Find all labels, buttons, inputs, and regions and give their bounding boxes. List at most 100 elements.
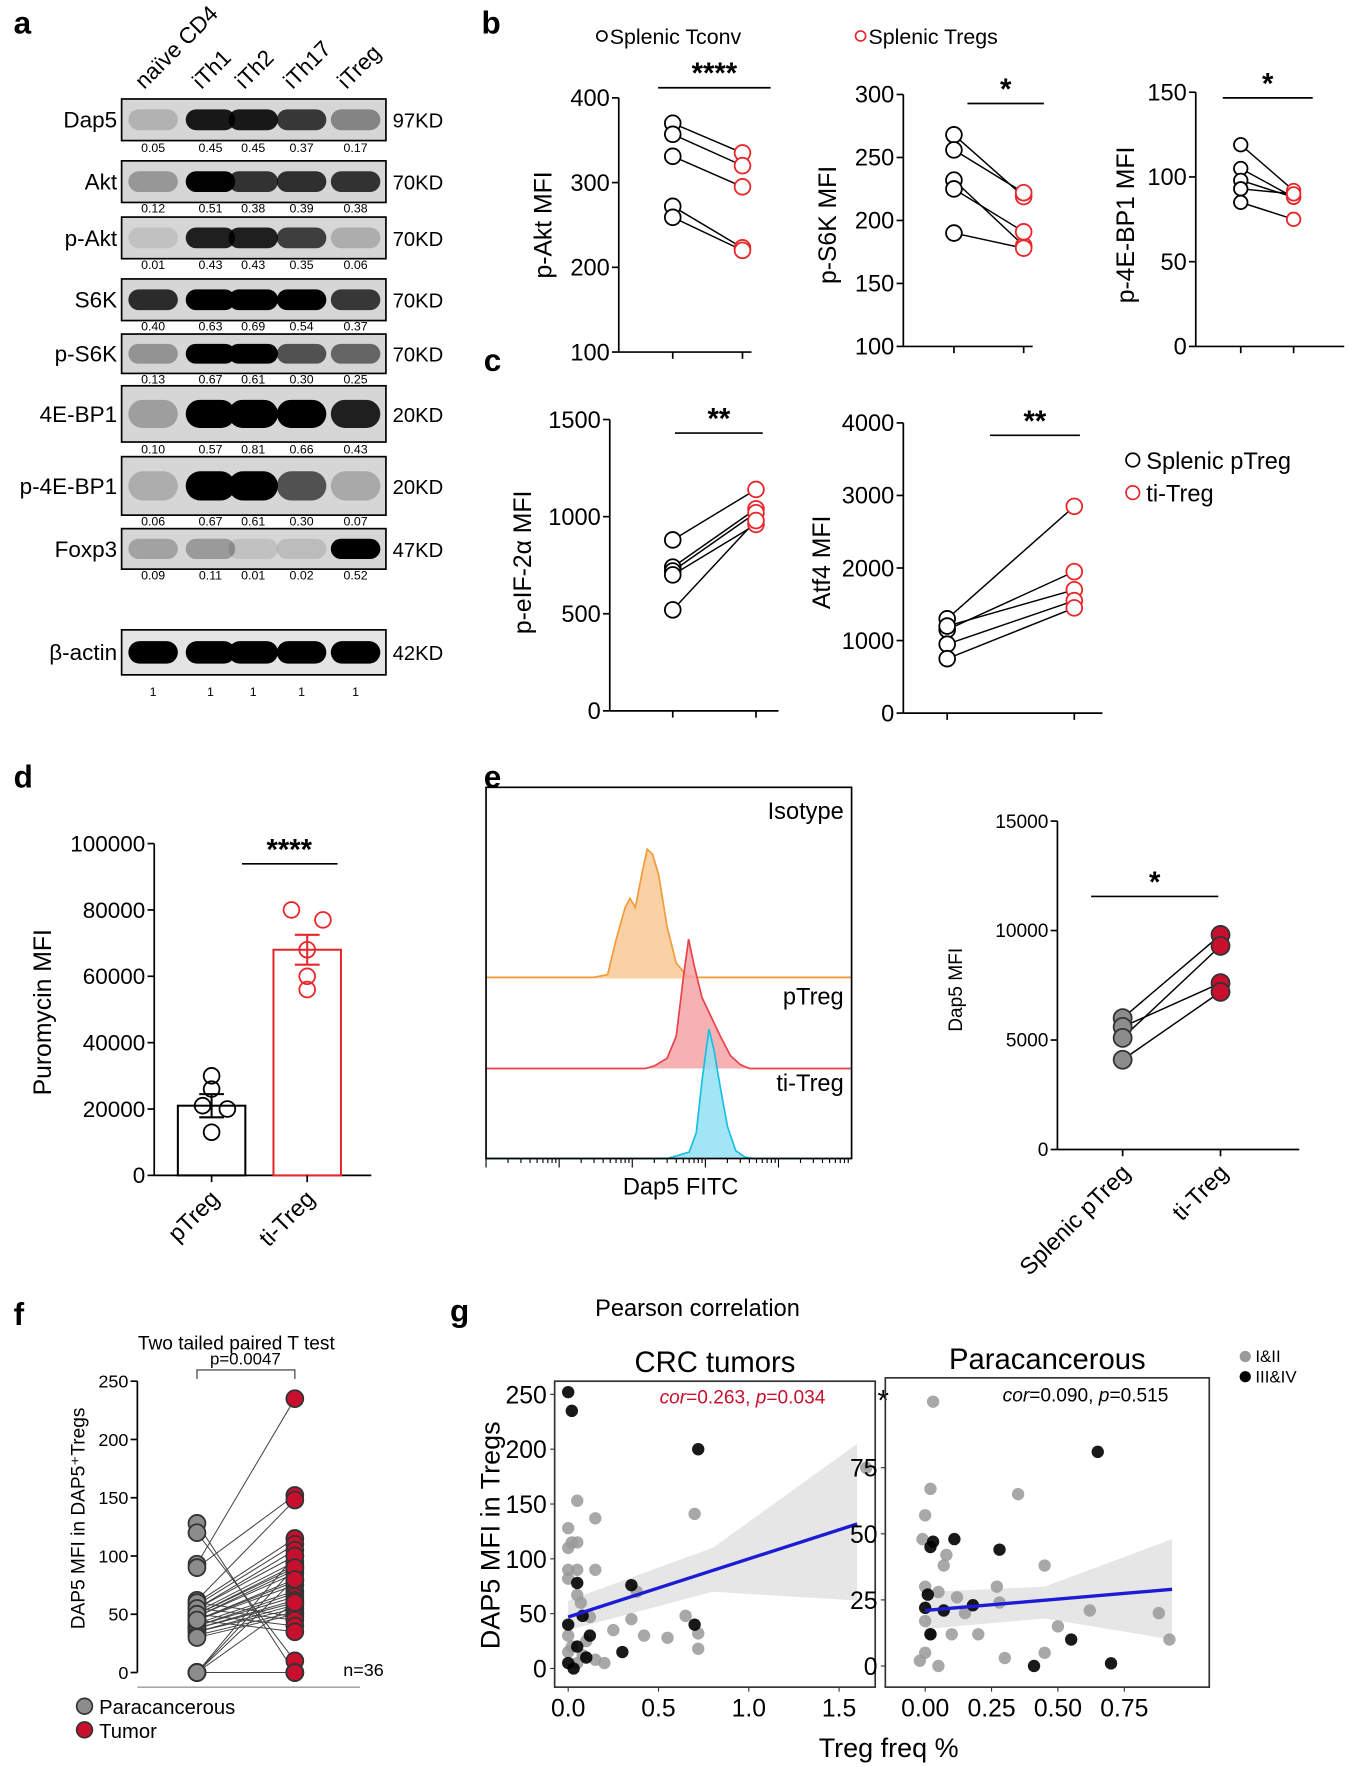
- annotation-part: p: [755, 1388, 767, 1409]
- blot-band: [228, 227, 278, 249]
- blot-row-Foxp3: 0.09 0.11 0.01 0.02 0.52 Foxp3 47KD: [55, 527, 444, 582]
- blot-band: [330, 289, 381, 311]
- point-stage-1-2: [918, 1509, 932, 1522]
- plot-frame: [553, 1380, 877, 1688]
- point-stage-1-2: [1152, 1606, 1165, 1620]
- g-title: Pearson correlation: [595, 1296, 800, 1322]
- point-stage-3-4: [918, 1601, 932, 1615]
- pair-line: [196, 1581, 296, 1621]
- legend-label: Splenic Tconv: [610, 25, 742, 49]
- point-group1: [945, 126, 963, 144]
- y-tick-label: 0: [1038, 1140, 1049, 1161]
- y-tick-label: 150: [505, 1492, 546, 1519]
- blot-band: [228, 109, 278, 131]
- legend-label: Splenic Tregs: [868, 25, 997, 49]
- blot-band: [228, 538, 278, 560]
- data-point: [298, 967, 316, 986]
- significance-stars: *: [1149, 867, 1161, 899]
- y-tick-label: 60000: [83, 964, 146, 989]
- point-stage-3-4: [948, 1532, 961, 1546]
- blot-band: [185, 227, 236, 249]
- legend-marker-stage-1-2: [1239, 1350, 1251, 1363]
- point-group2: [1014, 239, 1033, 257]
- point-group1: [187, 1610, 207, 1630]
- point-stage-1-2: [950, 1591, 964, 1604]
- point-group2: [1065, 497, 1084, 516]
- point-group1: [663, 147, 682, 166]
- point-stage-3-4: [924, 1628, 937, 1641]
- legend-marker-tconv: [595, 30, 608, 42]
- point-group1: [1233, 137, 1249, 153]
- point-group1: [938, 617, 956, 635]
- point-stage-3-4: [1104, 1657, 1118, 1670]
- histogram-line-pTreg: [486, 939, 852, 1070]
- y-tick-label: 50: [519, 1602, 547, 1629]
- molecular-weight-label: 47KD: [393, 540, 444, 562]
- pair-line: [1122, 945, 1222, 1039]
- panel-label-d: d: [14, 758, 33, 794]
- y-tick-label: 10000: [995, 921, 1048, 942]
- histogram-frame: [485, 786, 853, 1160]
- point-stage-3-4: [1027, 1659, 1041, 1673]
- blot-band: [276, 289, 327, 311]
- point-stage-3-4: [565, 1404, 578, 1417]
- point-group1: [663, 208, 682, 227]
- pair-line: [196, 1499, 296, 1601]
- band-value: 0.01: [141, 258, 165, 272]
- blot-band: [128, 641, 178, 664]
- panel-label-f: f: [14, 1296, 25, 1332]
- pair-line: [196, 1494, 296, 1569]
- significance-stars: *: [1000, 74, 1012, 106]
- point-stage-1-2: [562, 1645, 575, 1659]
- data-point: [282, 901, 301, 919]
- point-group1: [945, 180, 963, 198]
- band-value: 0.30: [290, 373, 314, 387]
- pair-line: [1122, 982, 1221, 1028]
- point-stage-1-2: [562, 1563, 575, 1576]
- y-tick-label: 80000: [83, 898, 146, 923]
- point-group2: [747, 480, 765, 499]
- pair-line: [672, 508, 757, 568]
- blot-band: [228, 471, 278, 501]
- y-tick-label: 1000: [842, 629, 895, 655]
- band-value: 0.69: [241, 320, 265, 334]
- y-axis-label: Puromycin MFI: [30, 929, 57, 1095]
- correlation-annotation: cor=0.263, p=0.034: [660, 1388, 826, 1409]
- band-value: 0.43: [344, 442, 368, 456]
- pair-line: [196, 1590, 295, 1625]
- pair-line: [672, 216, 743, 252]
- y-tick-label: 300: [570, 171, 609, 197]
- pair-line: [196, 1532, 296, 1662]
- blot-band: [330, 343, 381, 364]
- point-stage-1-2: [625, 1612, 638, 1626]
- histogram-line-ti-Treg: [486, 1028, 852, 1160]
- p-value-bracket: [196, 1369, 296, 1379]
- point-stage-3-4: [567, 1662, 580, 1675]
- y-axis-label: Atf4 MFI: [809, 516, 836, 609]
- blot-band: [330, 538, 381, 560]
- point-stage-3-4: [616, 1645, 629, 1659]
- annotation-part: =0.515: [1109, 1385, 1168, 1406]
- point-stage-3-4: [993, 1543, 1006, 1556]
- point-stage-3-4: [562, 1385, 575, 1399]
- point-stage-1-2: [1163, 1633, 1176, 1646]
- legend-marker-paracancerous: [75, 1697, 94, 1715]
- blot-band: [185, 109, 236, 131]
- data-point: [298, 980, 316, 999]
- pair-line: [196, 1567, 296, 1673]
- point-stage-1-2: [589, 1563, 602, 1576]
- point-stage-1-2: [926, 1395, 940, 1408]
- pair-line: [196, 1561, 296, 1613]
- panel-label-e: e: [484, 758, 502, 794]
- point-stage-1-2: [945, 1628, 958, 1641]
- band-value: 0.38: [344, 202, 368, 216]
- point-stage-1-2: [607, 1623, 620, 1637]
- molecular-weight-label: 97KD: [393, 111, 444, 133]
- y-axis-label: DAP5 MFI in DAP5⁺Tregs: [69, 1408, 90, 1630]
- panel-label-g: g: [450, 1293, 469, 1329]
- significance-stars: *: [1262, 68, 1274, 100]
- y-tick-label: 150: [98, 1488, 128, 1508]
- point-group1: [663, 566, 682, 584]
